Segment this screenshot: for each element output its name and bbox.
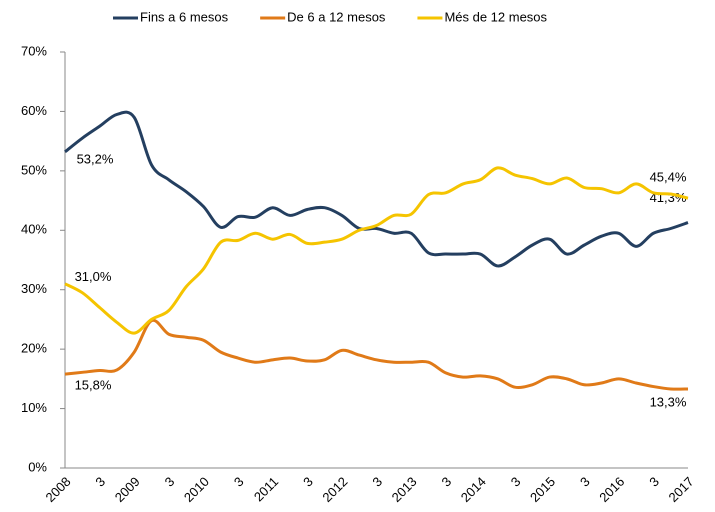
legend-label: De 6 a 12 mesos — [287, 9, 386, 24]
x-tick-label: 2010 — [181, 474, 212, 505]
x-tick-label: 3 — [92, 474, 108, 490]
x-tick-label: 2016 — [596, 474, 627, 505]
line-series — [64, 318, 689, 391]
y-tick-label: 20% — [21, 341, 47, 356]
x-tick-label: 2011 — [251, 474, 281, 504]
data-label: 13,3% — [650, 394, 687, 409]
x-tick-label: 3 — [508, 474, 524, 490]
x-tick-label: 2017 — [665, 474, 696, 505]
x-tick-label: 3 — [300, 474, 316, 490]
line-series — [64, 110, 689, 268]
data-label: 45,4% — [650, 170, 687, 185]
data-label: 15,8% — [75, 378, 112, 393]
y-tick-label: 0% — [28, 459, 47, 474]
y-tick-label: 40% — [21, 222, 47, 237]
x-tick-label: 3 — [231, 474, 247, 490]
x-tick-label: 2009 — [112, 474, 143, 505]
x-tick-label: 3 — [369, 474, 385, 490]
y-tick-label: 10% — [21, 400, 47, 415]
x-tick-label: 2014 — [458, 474, 489, 505]
data-label: 31,0% — [75, 269, 112, 284]
line-series — [64, 166, 689, 335]
y-tick-label: 60% — [21, 103, 47, 118]
legend-label: Fins a 6 mesos — [140, 9, 229, 24]
y-tick-label: 30% — [21, 281, 47, 296]
x-tick-label: 3 — [577, 474, 593, 490]
legend-label: Més de 12 mesos — [444, 9, 547, 24]
x-tick-label: 2008 — [42, 474, 73, 505]
x-tick-label: 2013 — [389, 474, 420, 505]
x-tick-label: 3 — [646, 474, 662, 490]
data-label: 53,2% — [77, 151, 114, 166]
x-tick-label: 2015 — [527, 474, 558, 505]
y-tick-label: 70% — [21, 43, 47, 58]
x-tick-label: 3 — [439, 474, 455, 490]
x-tick-label: 2012 — [319, 474, 350, 505]
x-tick-label: 3 — [162, 474, 178, 490]
y-tick-label: 50% — [21, 162, 47, 177]
